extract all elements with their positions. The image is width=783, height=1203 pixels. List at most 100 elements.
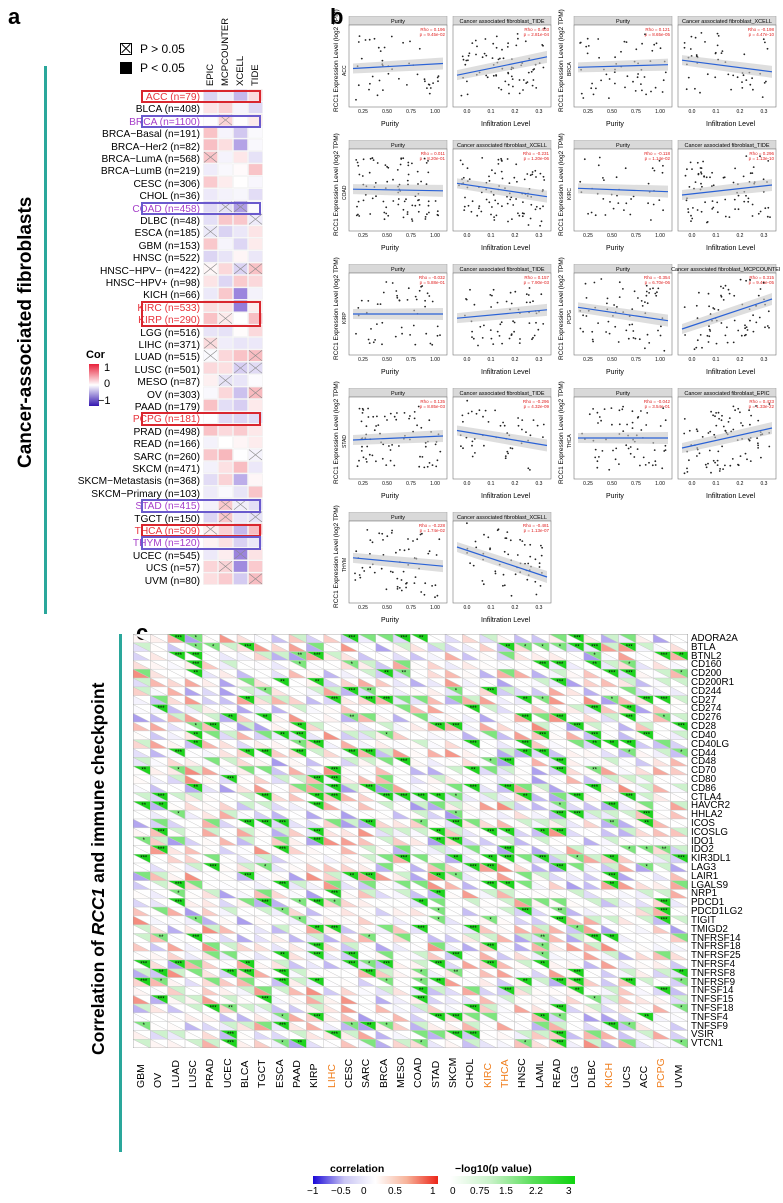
cancer-label: CHOL (n=36) [139,191,201,203]
heatmap-cell [248,411,263,424]
x-tick: 1.00 [655,481,665,487]
data-point [427,204,430,207]
significance-stars: *** [366,820,374,826]
data-point [509,291,512,294]
facet-header-text: Cancer associated fibroblast_XCELL [682,19,772,25]
heatmap-cell [248,250,263,263]
data-point [431,464,434,466]
x-tick: 0.2 [737,233,744,239]
data-point [708,335,711,338]
data-point [540,544,542,547]
data-point [405,198,407,201]
heatmap-cell [203,324,218,337]
data-point [718,470,721,472]
data-point [751,77,753,80]
data-point [663,450,666,452]
data-point [497,158,500,161]
data-point [489,329,492,331]
significance-stars: ** [193,671,198,677]
data-point [705,466,708,469]
heatmap-cell [203,572,218,585]
data-point [535,321,537,324]
heatmap-cell [248,337,263,350]
data-point [612,449,614,452]
cancer-label: SARC (n=260) [133,451,200,463]
data-point [620,50,622,53]
data-point [631,308,634,311]
data-point [384,164,387,166]
data-point [432,82,434,84]
data-point [707,292,710,295]
x-tick: 0.3 [536,109,543,115]
significance-stars: *** [626,671,634,677]
data-point [636,76,639,79]
data-point [481,337,484,339]
data-point [360,299,363,302]
data-point [694,36,697,39]
data-point [698,291,700,294]
x-tick: 0.2 [737,481,744,487]
data-point [534,208,537,211]
x-axis-label-infiltration: Infiltration Level [706,245,756,252]
heatmap-cell [203,275,218,288]
data-point [435,554,438,556]
significance-stars: *** [348,961,356,967]
data-point [373,429,376,432]
heatmap-cell [218,411,233,424]
data-point [375,460,377,463]
significance-stars: ** [193,732,198,738]
rho-text: Rho = 0.121 [645,27,670,32]
data-point [391,444,393,446]
significance-stars: ** [592,741,597,747]
y-axis-label: RCC1 Expression Level (log2 TPM) [333,9,340,112]
data-point [431,585,433,587]
significance-stars: * [576,856,579,862]
rho-text: Rho = 0.157 [524,275,549,280]
data-point [512,204,515,206]
significance-stars: *** [539,750,547,756]
data-point [381,457,384,460]
data-point [518,92,521,95]
rho-text: Rho = -0.354 [644,275,671,280]
significance-stars: *** [574,970,582,976]
y-axis-label: RCC1 Expression Level (log2 TPM) [558,381,565,484]
significance-stars: ** [540,961,545,967]
ns-cross [203,337,218,349]
data-point [436,594,439,597]
cor-legend-tick-1: 1 [104,362,111,374]
pval-text: p = 1.33e-22 [749,404,775,409]
significance-stars: ** [454,856,459,862]
significance-stars: ** [488,856,493,862]
significance-stars: *** [279,1023,287,1029]
data-point [700,182,702,185]
filled-box-icon [120,62,132,74]
data-point [428,419,431,422]
cancer-label: KICH (n=66) [143,290,200,302]
data-point [416,538,419,541]
heatmap-cell [218,151,233,164]
significance-stars: *** [296,750,304,756]
significance-stars: *** [452,838,460,844]
scatter-pair-coad: Purity Rho = 0.011 p = 8.20e-01 0.25 0.50 0.7… [345,140,555,258]
data-point [391,571,394,574]
heatmap-cell [203,213,218,226]
data-point [518,79,521,81]
heatmap-cell [218,213,233,226]
data-point [721,50,724,52]
heatmap-cell [218,486,233,498]
data-point [507,452,509,455]
heatmap-cell [233,424,248,436]
data-point [368,453,371,456]
data-point [716,211,719,214]
data-point [517,212,519,215]
data-point [470,410,473,413]
data-point [368,38,371,41]
data-point [631,421,634,424]
significance-stars: ** [436,838,441,844]
data-point [700,32,703,34]
data-point [402,41,404,44]
data-point [371,541,374,544]
cancer-axis-label: THYM [342,557,348,572]
significance-stars: *** [140,979,148,985]
significance-stars: * [195,724,198,730]
